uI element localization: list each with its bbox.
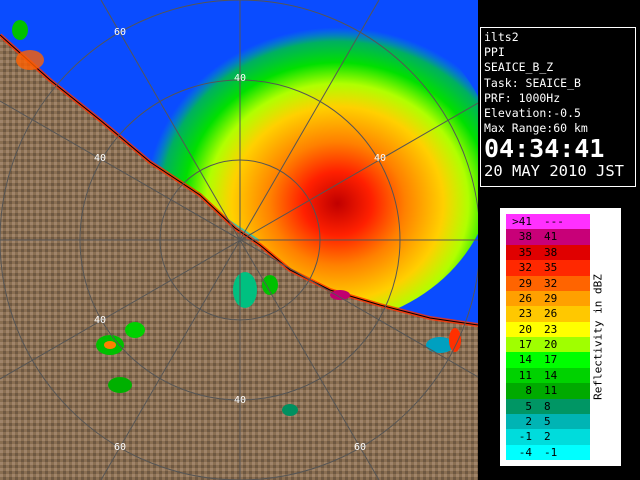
legend-title: Reflectivity in dBZ <box>591 274 605 400</box>
legend-row: 11 14 <box>506 367 590 384</box>
legend-label: 23 <box>544 322 558 336</box>
info-line: Max Range:60 km <box>484 121 588 136</box>
legend-label: 38 <box>518 230 532 244</box>
legend-label: -4 <box>518 445 532 459</box>
info-line: PPI <box>484 45 505 60</box>
legend-label: 32 <box>518 261 532 275</box>
legend-row: -4 -1 <box>506 444 590 460</box>
info-line: Task: SEAICE_B <box>484 75 581 90</box>
legend-label: 26 <box>544 307 558 321</box>
info-panel: ilts2 PPI SEAICE_B_Z Task: SEAICE_B PRF:… <box>480 27 636 187</box>
legend-row: 29 32 <box>506 275 590 291</box>
legend-row: 38 41 <box>506 229 590 245</box>
legend-row: >41 --- <box>506 214 590 230</box>
range-label: 40 <box>94 153 106 164</box>
range-rings <box>0 0 478 480</box>
legend-label: 26 <box>518 291 532 305</box>
legend-label: 29 <box>518 276 532 290</box>
range-label: 40 <box>94 315 106 326</box>
legend-label: 20 <box>544 338 558 351</box>
time: 04:34:41 <box>484 134 605 164</box>
legend-label: 20 <box>518 322 532 336</box>
land-echo <box>12 20 461 416</box>
date: 20 MAY 2010 JST <box>484 162 624 181</box>
legend-label: 2 <box>525 414 532 428</box>
legend-label: 17 <box>544 353 558 367</box>
legend-label: 35 <box>544 261 558 275</box>
legend-row: -1 2 <box>506 429 590 445</box>
range-label: 40 <box>234 395 246 406</box>
legend-label: 8 <box>544 399 551 413</box>
legend-row: 17 20 <box>506 337 590 353</box>
legend-row: 23 26 <box>506 306 590 322</box>
info-line: PRF: 1000Hz <box>484 90 561 105</box>
legend-label: 11 <box>518 368 532 382</box>
legend-label: 5 <box>544 414 551 428</box>
info-line: Elevation:-0.5 <box>484 106 581 121</box>
legend-row: 32 35 <box>506 260 590 276</box>
legend-label: 8 <box>525 384 532 398</box>
legend-label: 35 <box>518 245 532 259</box>
legend-row: 35 38 <box>506 244 590 261</box>
legend-row: 8 11 <box>506 383 590 399</box>
legend-label: -1 <box>518 430 532 444</box>
legend-label: 38 <box>544 245 558 259</box>
legend-row: 26 29 <box>506 290 590 307</box>
legend-row: 20 23 <box>506 321 590 337</box>
legend-label: >41 <box>512 215 532 228</box>
radar-ppi: 60 40 40 40 40 40 60 60 <box>0 0 478 480</box>
legend-label: 23 <box>518 307 532 321</box>
legend-label: 29 <box>544 291 558 305</box>
legend-label: 11 <box>544 384 558 398</box>
legend-label: 17 <box>518 338 532 351</box>
range-label: 60 <box>114 27 126 38</box>
range-label: 60 <box>354 442 366 453</box>
range-label: 60 <box>114 442 126 453</box>
legend-label: 14 <box>518 353 532 367</box>
legend-row: 14 17 <box>506 352 590 368</box>
legend-label: 41 <box>544 230 558 244</box>
range-label: 40 <box>234 73 246 84</box>
info-line: ilts2 <box>484 30 519 44</box>
legend-label: -1 <box>544 445 558 459</box>
info-line: SEAICE_B_Z <box>484 60 554 75</box>
legend-label: 32 <box>544 276 558 290</box>
legend-label: 5 <box>525 399 532 413</box>
legend-label: --- <box>544 215 564 228</box>
color-legend: Reflectivity in dBZ >41 --- 38 41 35 38 32 35 29… <box>500 208 621 466</box>
legend-label: 14 <box>544 368 558 382</box>
range-label: 40 <box>374 153 386 164</box>
legend-label: 2 <box>544 430 551 444</box>
